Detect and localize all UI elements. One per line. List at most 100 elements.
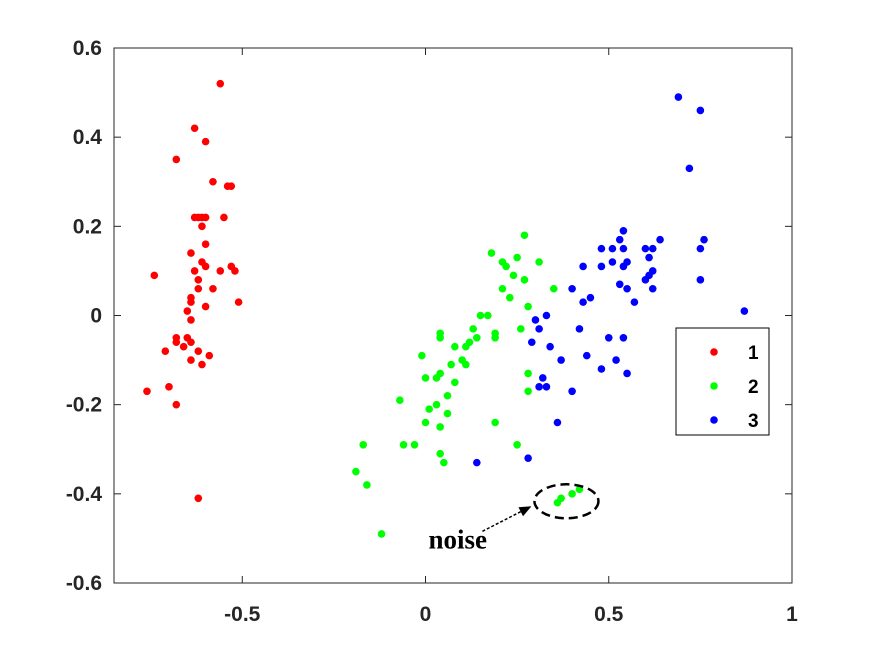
point-series-1: [231, 267, 239, 275]
point-series-2: [359, 440, 368, 449]
point-series-2: [491, 418, 499, 427]
point-series-1: [201, 213, 210, 222]
point-series-2: [436, 333, 444, 342]
point-series-3: [615, 280, 624, 289]
point-series-2: [396, 396, 404, 405]
point-series-3: [685, 164, 694, 173]
point-series-2: [436, 423, 444, 431]
point-series-2: [513, 253, 521, 262]
point-series-1: [201, 262, 210, 271]
point-series-1: [209, 177, 217, 186]
point-series-1: [172, 338, 181, 347]
point-series-2: [421, 418, 430, 427]
point-series-3: [612, 356, 620, 364]
point-series-2: [553, 498, 562, 507]
point-series-3: [524, 454, 532, 462]
point-series-3: [608, 258, 617, 266]
point-series-2: [363, 481, 371, 489]
point-series-3: [630, 298, 639, 306]
point-series-3: [542, 383, 551, 391]
point-series-2: [432, 400, 441, 409]
point-series-1: [216, 79, 225, 88]
point-series-2: [421, 374, 430, 382]
point-series-3: [623, 284, 631, 293]
point-series-2: [524, 387, 532, 396]
point-series-2: [549, 284, 558, 293]
x-tick-label: 1: [786, 603, 798, 626]
point-series-2: [517, 325, 525, 333]
point-series-1: [198, 360, 206, 369]
point-series-1: [220, 213, 228, 222]
point-series-2: [399, 440, 408, 449]
point-series-3: [648, 284, 657, 293]
point-series-3: [546, 342, 554, 351]
y-tick-label: 0.2: [73, 215, 102, 238]
point-series-2: [447, 360, 455, 369]
point-series-1: [194, 284, 203, 293]
point-series-2: [418, 351, 426, 360]
point-series-3: [568, 284, 576, 293]
point-series-3: [473, 458, 481, 467]
point-series-1: [187, 316, 195, 324]
point-series-2: [440, 458, 448, 467]
point-series-3: [604, 333, 613, 342]
point-series-3: [557, 356, 565, 364]
point-series-2: [451, 378, 459, 387]
point-series-2: [502, 262, 510, 271]
point-series-1: [223, 182, 232, 191]
x-tick-label: -0.5: [224, 603, 261, 626]
legend-marker-1: [710, 348, 718, 356]
point-series-2: [377, 530, 386, 538]
point-series-1: [143, 387, 151, 396]
point-series-3: [597, 365, 606, 373]
point-series-1: [209, 284, 217, 293]
point-series-3: [641, 244, 650, 253]
point-series-3: [535, 383, 543, 391]
point-series-3: [527, 338, 536, 347]
point-series-2: [436, 449, 444, 458]
y-tick-label: -0.6: [66, 572, 102, 595]
point-series-3: [542, 311, 551, 320]
point-series-3: [615, 235, 624, 244]
point-series-1: [198, 222, 206, 231]
legend-label-1: 1: [748, 343, 759, 364]
point-series-3: [623, 369, 631, 378]
point-series-3: [597, 262, 606, 271]
point-series-2: [410, 440, 419, 449]
point-series-2: [509, 271, 518, 280]
point-series-3: [538, 374, 547, 382]
point-series-3: [553, 418, 562, 427]
point-series-2: [535, 258, 543, 266]
point-series-3: [568, 387, 576, 396]
point-series-3: [619, 226, 628, 235]
point-series-2: [462, 342, 470, 351]
point-series-1: [165, 383, 173, 391]
point-series-3: [597, 244, 606, 253]
point-series-3: [586, 293, 595, 302]
point-series-3: [575, 325, 584, 333]
point-series-1: [179, 342, 188, 351]
point-series-1: [194, 494, 203, 503]
point-series-1: [234, 298, 243, 306]
point-series-2: [451, 342, 459, 351]
point-series-3: [700, 235, 708, 244]
point-series-3: [608, 244, 617, 253]
y-tick-label: 0: [90, 305, 102, 328]
legend-box: [675, 327, 770, 436]
point-series-2: [487, 249, 496, 257]
legend-label-2: 2: [748, 377, 759, 398]
point-series-1: [187, 338, 195, 347]
legend-label-3: 3: [748, 411, 759, 432]
point-series-2: [484, 311, 492, 320]
point-series-2: [506, 293, 514, 302]
point-series-1: [172, 155, 181, 164]
point-series-2: [520, 276, 529, 284]
y-tick-label: 0.4: [73, 126, 103, 149]
point-series-3: [582, 351, 591, 360]
point-series-2: [473, 333, 481, 342]
point-series-3: [696, 106, 705, 115]
point-series-1: [205, 351, 214, 360]
y-axis-tick-labels: -0.6 -0.4 -0.2 0 0.2 0.4 0.6: [66, 37, 103, 595]
point-series-2: [443, 409, 452, 418]
x-tick-label: 0: [420, 603, 432, 626]
